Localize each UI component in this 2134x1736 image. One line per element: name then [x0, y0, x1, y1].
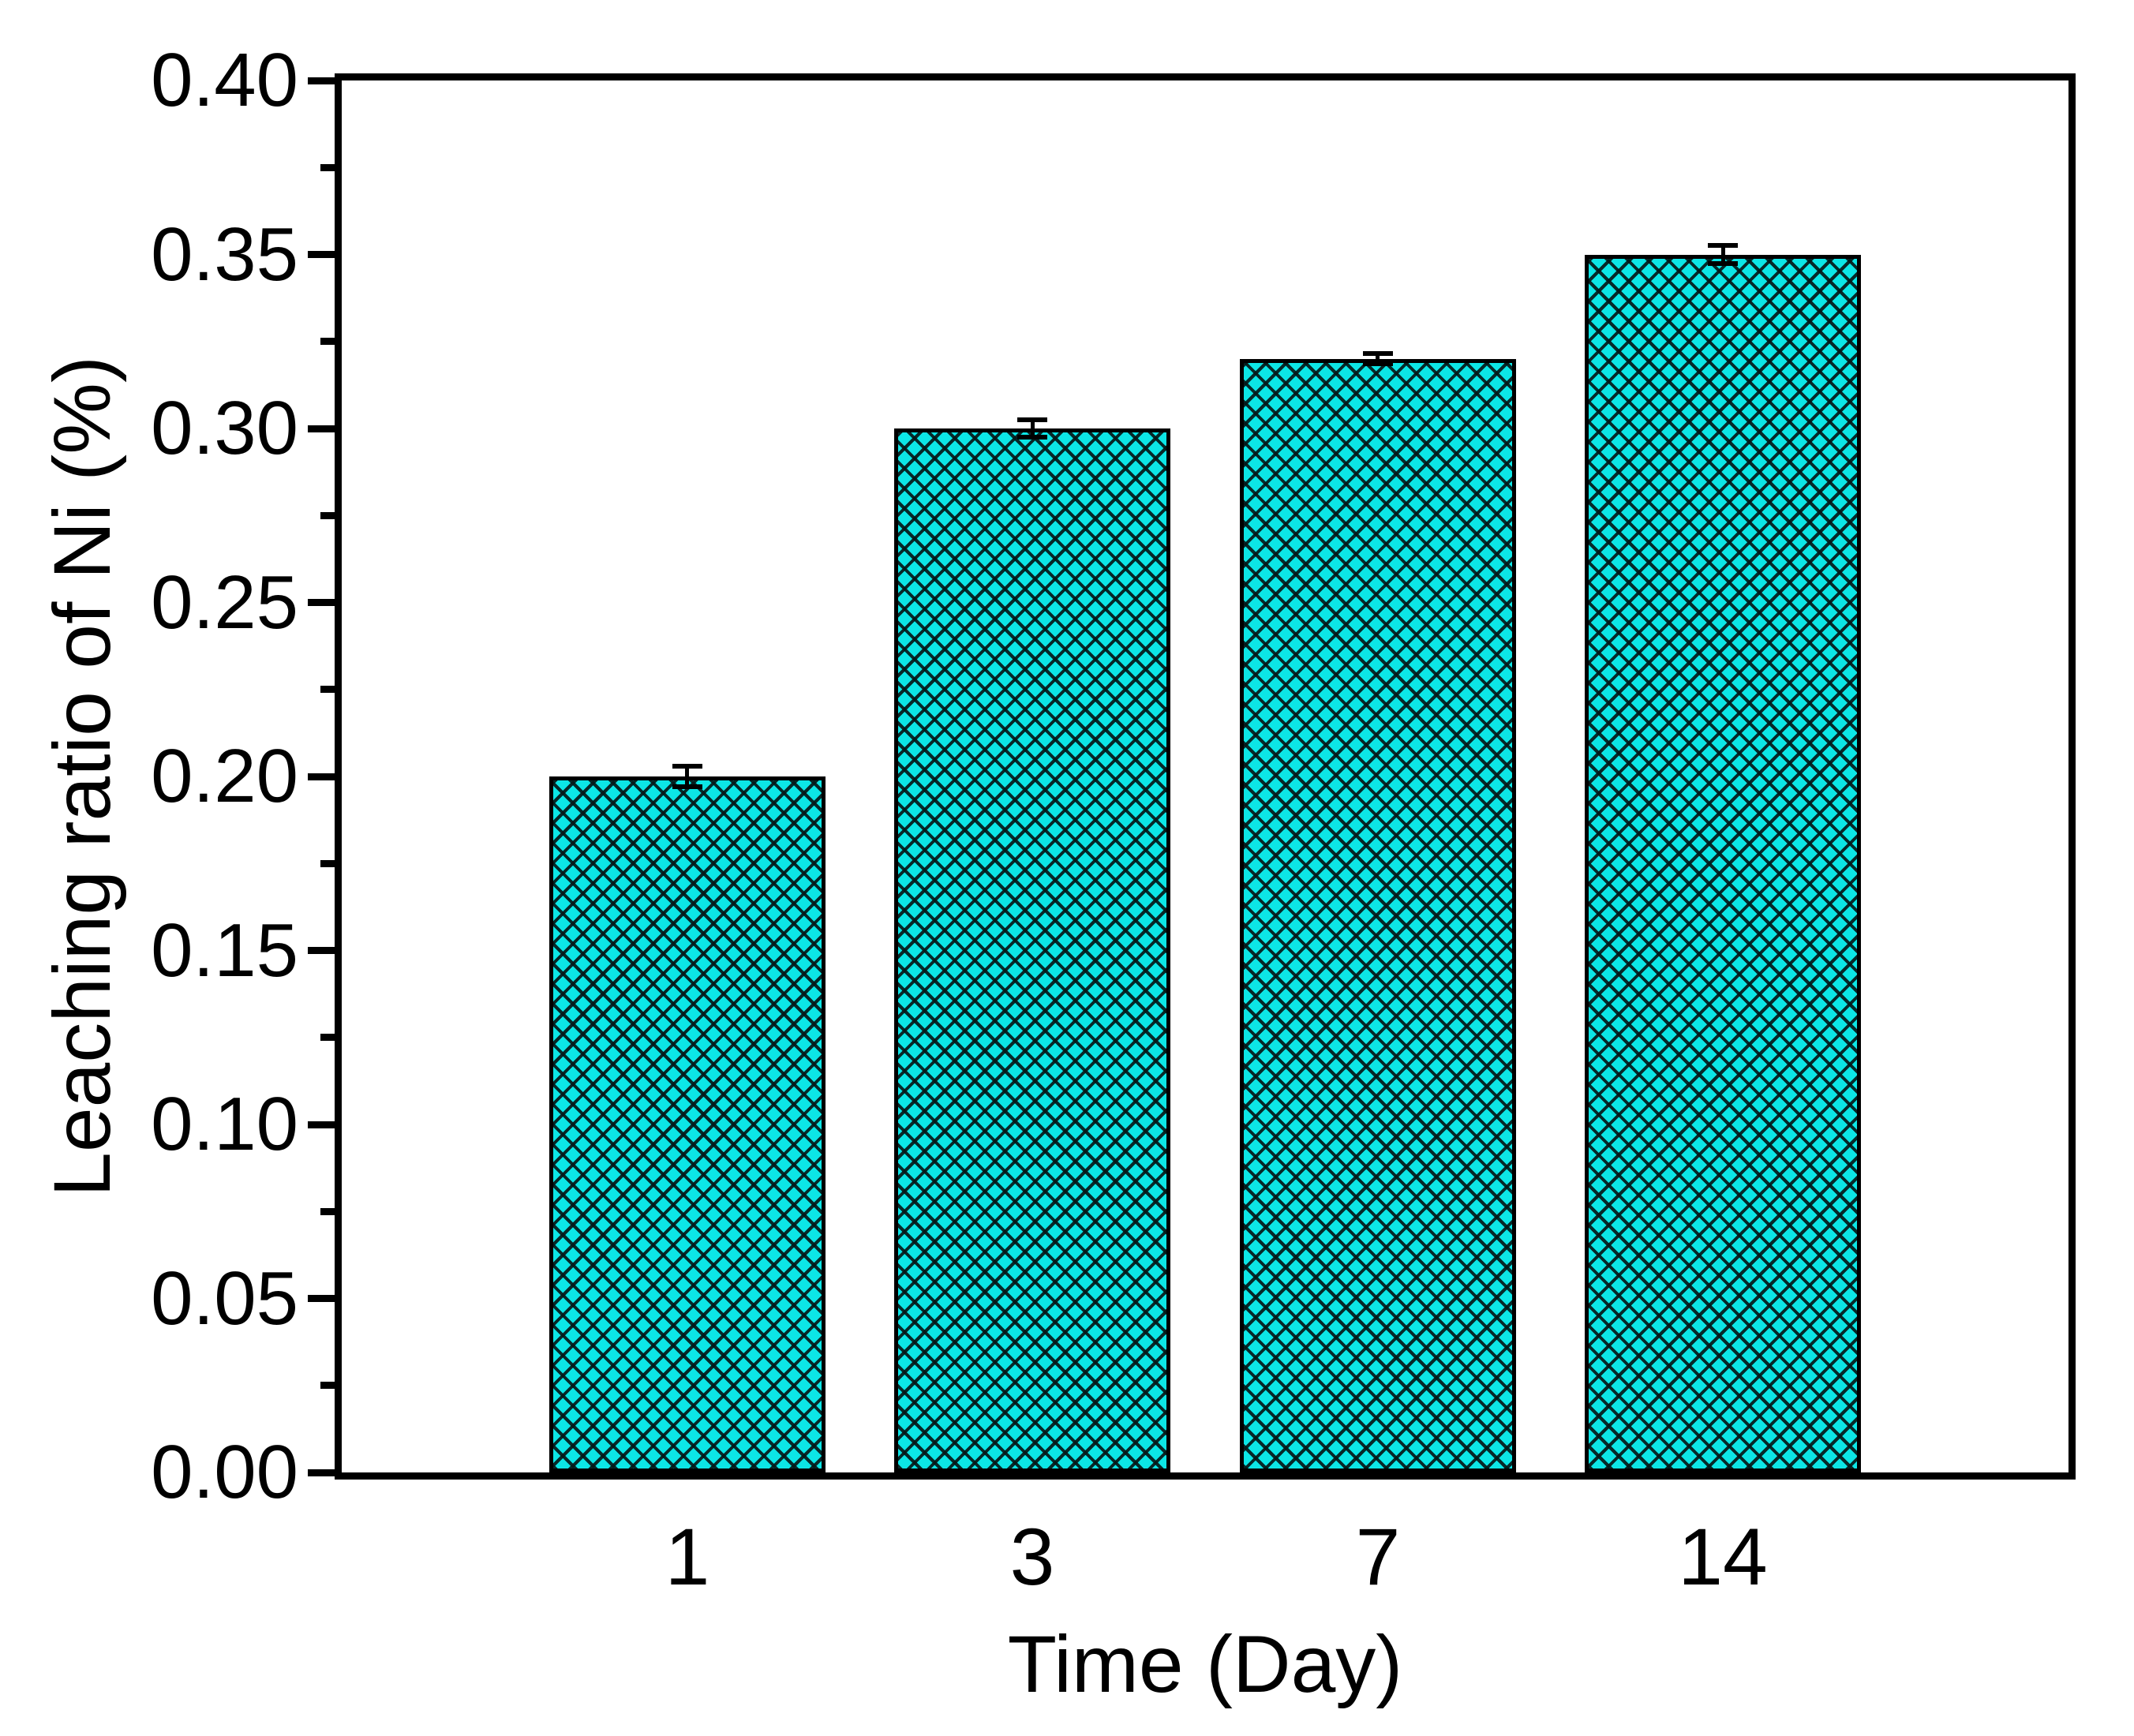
y-axis-tick-label: 0.30	[151, 386, 298, 470]
y-axis-tick-label: 0.15	[151, 907, 298, 993]
y-axis-minor-tick	[320, 1034, 335, 1042]
y-axis-tick-label: 0.25	[151, 559, 298, 645]
y-axis-major-tick	[308, 1121, 335, 1128]
y-axis-minor-tick	[320, 859, 335, 867]
y-axis-major-tick	[308, 251, 335, 258]
y-axis-tick-label: 0.10	[151, 1082, 298, 1166]
x-axis-title: Time (Day)	[1007, 1619, 1403, 1709]
y-axis-minor-tick	[320, 163, 335, 171]
x-axis-tick-label: 7	[1355, 1512, 1401, 1602]
y-axis-minor-tick	[320, 338, 335, 346]
y-axis-minor-tick	[320, 511, 335, 519]
y-axis-major-tick	[308, 1468, 335, 1476]
y-axis-major-tick	[308, 773, 335, 780]
y-axis-major-tick	[308, 947, 335, 954]
y-axis-tick-label: 0.20	[151, 734, 298, 818]
error-bar-top-cap	[672, 764, 702, 769]
bar	[1585, 255, 1861, 1472]
y-axis-tick-label: 0.05	[151, 1255, 298, 1341]
error-bar-line	[1721, 245, 1725, 263]
error-bar-line	[685, 766, 689, 787]
error-bar-top-cap	[1363, 351, 1393, 356]
bar	[1240, 359, 1516, 1472]
bar	[549, 776, 826, 1472]
x-axis-tick-label: 3	[1009, 1512, 1055, 1602]
y-axis-major-tick	[308, 425, 335, 432]
y-axis-minor-tick	[320, 686, 335, 694]
error-bar-bottom-cap	[672, 784, 702, 789]
y-axis-minor-tick	[320, 1207, 335, 1215]
y-axis-minor-tick	[320, 1382, 335, 1390]
x-axis-tick-label: 1	[665, 1512, 710, 1602]
error-bar-line	[1031, 420, 1035, 437]
error-bar-bottom-cap	[1017, 435, 1047, 440]
y-axis-major-tick	[308, 599, 335, 606]
y-axis-tick-label: 0.00	[151, 1430, 298, 1514]
error-bar-bottom-cap	[1708, 261, 1738, 266]
y-axis-major-tick	[308, 77, 335, 84]
bar	[894, 428, 1170, 1472]
error-bar-bottom-cap	[1363, 361, 1393, 366]
error-bar-top-cap	[1708, 243, 1738, 248]
error-bar-top-cap	[1017, 417, 1047, 422]
y-axis-tick-label: 0.35	[151, 211, 298, 297]
x-axis-tick-label: 14	[1678, 1512, 1768, 1602]
y-axis-tick-label: 0.40	[151, 38, 298, 122]
y-axis-title: Leaching ratio of Ni (%)	[37, 356, 127, 1197]
y-axis-major-tick	[308, 1295, 335, 1302]
error-bar-line	[1376, 354, 1380, 364]
